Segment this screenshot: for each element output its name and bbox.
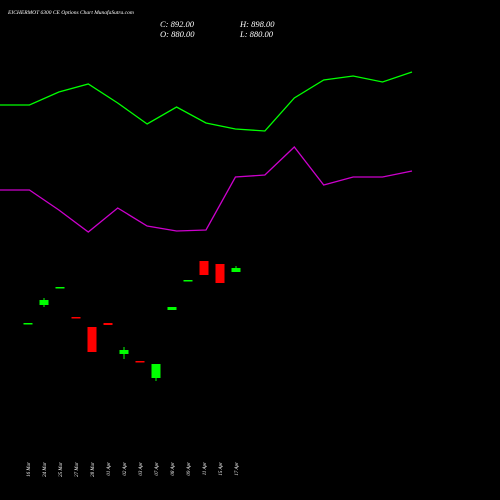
candle-body	[215, 264, 225, 283]
x-tick-label: 25 Mar	[59, 462, 64, 477]
candle-body	[103, 323, 113, 325]
line-series	[0, 71, 413, 132]
x-tick-label: 27 Mar	[75, 462, 80, 477]
candle-body	[119, 350, 129, 354]
x-tick-label: 02 Apr	[123, 462, 128, 476]
x-tick-label: 11 Apr	[203, 462, 208, 475]
candle-body	[151, 364, 161, 378]
header-close: C: 892.00	[160, 19, 195, 29]
x-tick-label: 24 Mar	[43, 462, 48, 477]
x-tick-label: 17 Apr	[235, 462, 240, 476]
candle-body	[199, 261, 209, 275]
candle-body	[55, 287, 65, 289]
chart-title: EICHERMOT 6300 CE Options Chart MunafaSu…	[7, 9, 134, 16]
candle-body	[87, 327, 97, 352]
header-high: H: 898.00	[239, 19, 275, 29]
candle-body	[231, 268, 241, 272]
x-tick-label: 01 Apr	[107, 462, 112, 476]
candle-body	[167, 307, 177, 310]
x-tick-label: 03 Apr	[139, 462, 144, 476]
candle-body	[135, 361, 145, 363]
candle-body	[71, 317, 81, 319]
header-open: O: 880.00	[160, 29, 195, 39]
x-tick-label: 07 Apr	[155, 462, 160, 476]
line-series	[0, 146, 413, 233]
candle-body	[39, 300, 49, 305]
candle-body	[23, 323, 33, 325]
header-low: L: 880.00	[239, 29, 274, 39]
x-tick-label: 15 Apr	[219, 462, 224, 476]
x-tick-label: 09 Apr	[187, 462, 192, 476]
x-tick-label: 16 Mar	[27, 462, 32, 477]
x-tick-label: 28 Mar	[91, 462, 96, 477]
x-tick-label: 08 Apr	[171, 462, 176, 476]
candle-body	[183, 280, 193, 282]
